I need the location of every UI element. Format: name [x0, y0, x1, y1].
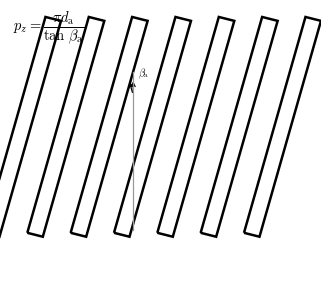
Text: $p_z = \dfrac{\pi d_\mathrm{a}}{\tan\,\beta_\mathrm{a}}$: $p_z = \dfrac{\pi d_\mathrm{a}}{\tan\,\b… — [13, 9, 84, 46]
Text: $\beta_\mathrm{a}$: $\beta_\mathrm{a}$ — [138, 67, 150, 81]
